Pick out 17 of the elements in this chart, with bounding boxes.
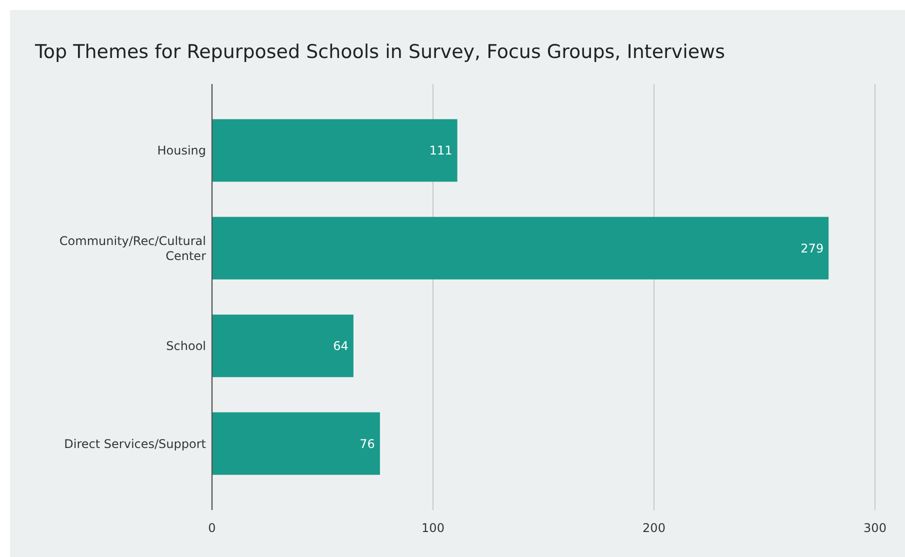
bar [212,119,458,182]
x-tick-label: 100 [422,521,444,535]
data-label: 111 [429,144,452,158]
x-tick-label: 0 [208,521,216,535]
bar [212,314,354,378]
data-label: 279 [800,241,824,256]
data-label: 64 [333,339,348,354]
y-tick-label: Housing [157,144,206,158]
chart-title: Top Themes for Repurposed Schools in Survey, Focus Groups, Interviews [34,41,725,63]
y-tick-label: Community/Rec/Cultural Center [59,234,206,263]
y-tick-label: Direct Services/Support [64,436,206,451]
y-tick-label: School [166,339,206,354]
x-tick-label: 200 [642,521,666,535]
bar [212,412,380,475]
bar [212,216,829,280]
x-tick-label: 300 [864,521,886,535]
data-label: 76 [360,436,375,451]
